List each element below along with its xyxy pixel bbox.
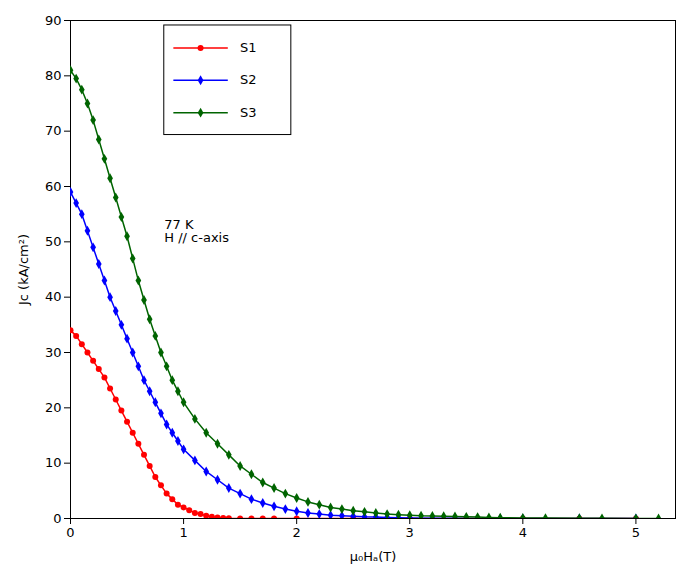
svg-text:0: 0 <box>66 525 74 540</box>
svg-text:10: 10 <box>45 455 62 470</box>
svg-text:70: 70 <box>45 123 62 138</box>
svg-text:60: 60 <box>45 179 62 194</box>
svg-text:5: 5 <box>632 525 640 540</box>
svg-text:0: 0 <box>53 511 61 526</box>
svg-text:4: 4 <box>519 525 527 540</box>
svg-text:50: 50 <box>45 234 62 249</box>
svg-text:77 KH // c-axis: 77 KH // c-axis <box>164 217 229 245</box>
svg-text:2: 2 <box>293 525 301 540</box>
svg-text:30: 30 <box>45 345 62 360</box>
svg-text:20: 20 <box>45 400 62 415</box>
svg-text:3: 3 <box>406 525 414 540</box>
svg-text:S1: S1 <box>240 40 257 55</box>
svg-text:40: 40 <box>45 289 62 304</box>
svg-text:90: 90 <box>45 13 62 28</box>
svg-text:1: 1 <box>179 525 187 540</box>
svg-text:Jc (kA/cm²): Jc (kA/cm²) <box>16 234 31 306</box>
svg-text:S2: S2 <box>240 72 257 87</box>
svg-text:80: 80 <box>45 68 62 83</box>
svg-text:μ₀Hₐ(T): μ₀Hₐ(T) <box>350 549 396 564</box>
svg-text:S3: S3 <box>240 105 257 120</box>
